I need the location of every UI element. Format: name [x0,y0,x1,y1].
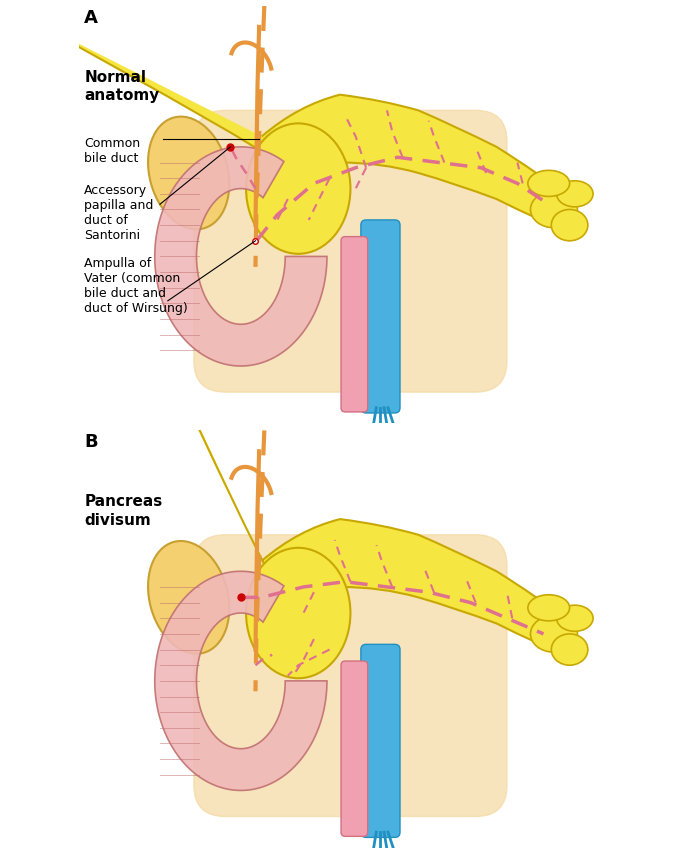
FancyBboxPatch shape [341,238,368,412]
Text: Normal
anatomy: Normal anatomy [84,70,160,103]
Ellipse shape [551,634,588,665]
PathPatch shape [155,147,327,366]
FancyBboxPatch shape [361,645,400,838]
Text: Pancreas
divisum: Pancreas divisum [84,493,163,527]
Text: A: A [84,9,98,26]
Text: Ampulla of
Vater (common
bile duct and
duct of Wirsung): Ampulla of Vater (common bile duct and d… [84,257,188,315]
Text: Accessory
papilla and
duct of
Santorini: Accessory papilla and duct of Santorini [84,184,154,242]
Ellipse shape [530,616,577,653]
Ellipse shape [528,595,570,621]
Text: B: B [84,433,98,451]
Ellipse shape [148,118,229,230]
FancyBboxPatch shape [194,112,507,393]
Ellipse shape [528,171,570,197]
Ellipse shape [246,548,350,678]
Text: Common
bile duct: Common bile duct [84,137,141,165]
Ellipse shape [556,606,593,631]
Ellipse shape [551,210,588,241]
PathPatch shape [262,520,570,655]
PathPatch shape [262,95,570,231]
Ellipse shape [556,181,593,208]
FancyBboxPatch shape [361,221,400,413]
FancyBboxPatch shape [341,661,368,837]
Ellipse shape [246,124,350,255]
Ellipse shape [530,192,577,228]
PathPatch shape [155,572,327,791]
Ellipse shape [148,541,229,654]
FancyBboxPatch shape [194,535,507,816]
